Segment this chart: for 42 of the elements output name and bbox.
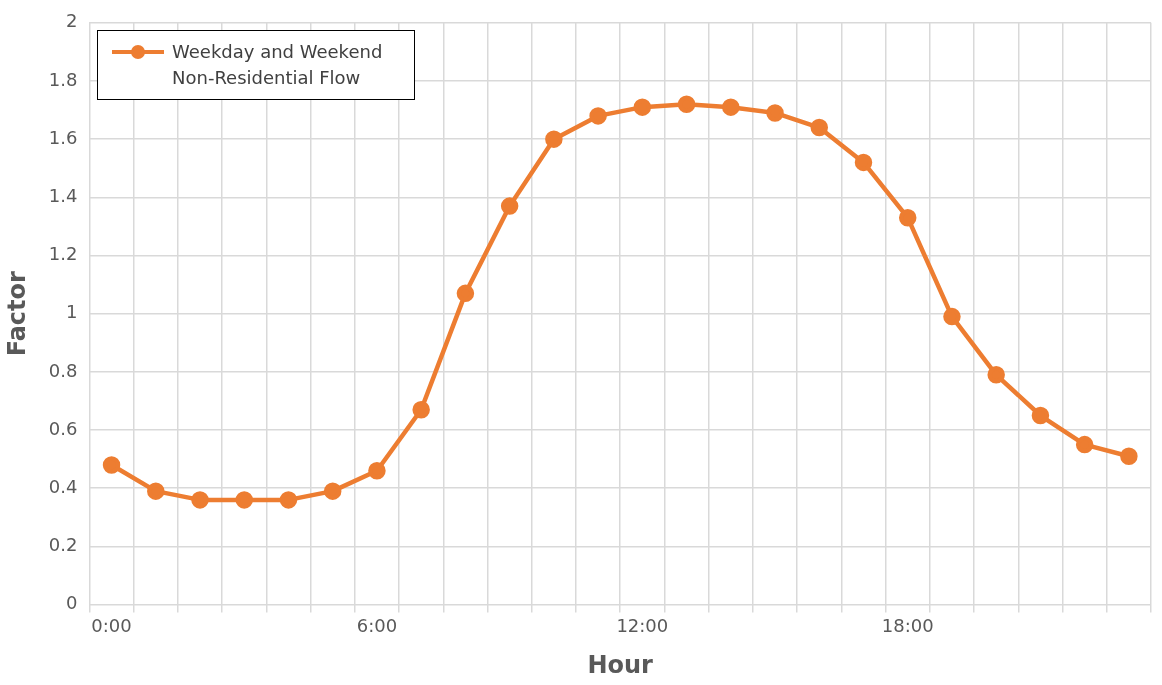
point bbox=[898, 208, 917, 227]
x-tick-label: 6:00 bbox=[356, 615, 398, 637]
point bbox=[279, 491, 298, 509]
y-tick-label: 0.8 bbox=[48, 359, 78, 381]
point bbox=[412, 400, 430, 419]
point bbox=[456, 284, 475, 303]
point bbox=[943, 307, 961, 326]
y-tick-label: 1.2 bbox=[48, 243, 78, 265]
y-tick-label: 1 bbox=[65, 301, 78, 323]
x-tick-label: 18:00 bbox=[881, 615, 934, 637]
point bbox=[102, 456, 121, 474]
point bbox=[368, 462, 386, 480]
point bbox=[633, 98, 652, 116]
y-tick-label: 0 bbox=[65, 592, 78, 614]
y-axis-title: Factor bbox=[2, 270, 31, 357]
point bbox=[987, 366, 1005, 384]
y-tick-label: 2 bbox=[65, 10, 78, 32]
point bbox=[323, 482, 342, 500]
y-tick-label: 1.4 bbox=[48, 185, 78, 207]
point bbox=[235, 491, 253, 509]
point bbox=[766, 104, 784, 122]
point bbox=[722, 98, 740, 116]
point bbox=[810, 118, 829, 137]
y-tick-label: 0.4 bbox=[48, 475, 78, 497]
point bbox=[147, 482, 165, 500]
point bbox=[1031, 406, 1050, 425]
point bbox=[191, 491, 209, 509]
point bbox=[1120, 447, 1138, 465]
point bbox=[500, 197, 519, 215]
point bbox=[589, 107, 607, 125]
legend-label: Weekday and Weekend Non-Residential Flow bbox=[172, 40, 384, 90]
point bbox=[854, 153, 873, 172]
y-tick-label: 0.6 bbox=[48, 417, 78, 439]
point bbox=[545, 130, 563, 148]
y-tick-label: 1.8 bbox=[48, 68, 78, 90]
x-tick-label: 12:00 bbox=[616, 615, 669, 637]
point bbox=[1075, 435, 1094, 454]
x-axis-title: Hour bbox=[587, 650, 654, 679]
y-tick-label: 1.6 bbox=[48, 126, 78, 148]
x-tick-label: 0:00 bbox=[91, 615, 132, 637]
point bbox=[677, 95, 696, 113]
y-tick-label: 0.2 bbox=[48, 534, 78, 556]
